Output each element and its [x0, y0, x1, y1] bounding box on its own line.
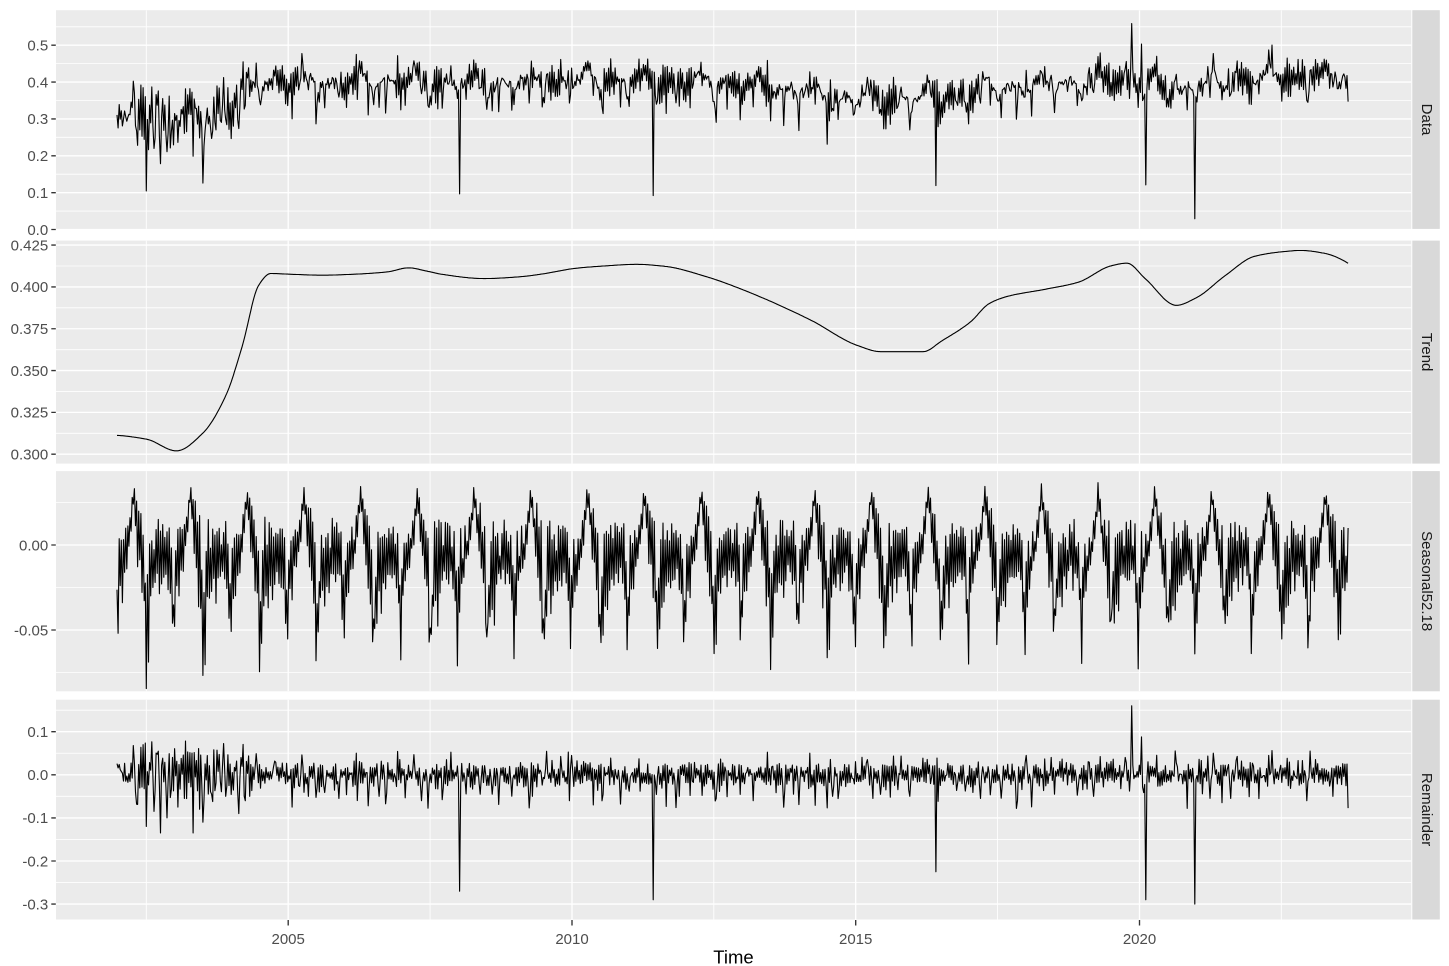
svg-text:0.350: 0.350 — [11, 363, 49, 380]
svg-text:2015: 2015 — [839, 931, 872, 948]
svg-text:Remainder: Remainder — [1418, 773, 1435, 846]
svg-text:-0.05: -0.05 — [14, 622, 48, 639]
svg-text:2020: 2020 — [1123, 931, 1156, 948]
svg-text:0.3: 0.3 — [27, 111, 48, 128]
svg-text:-0.3: -0.3 — [22, 896, 48, 913]
svg-text:0.00: 0.00 — [19, 537, 48, 554]
svg-text:0.1: 0.1 — [27, 185, 48, 202]
svg-text:0.425: 0.425 — [11, 237, 49, 254]
svg-text:Data: Data — [1418, 104, 1435, 136]
svg-text:0.1: 0.1 — [27, 724, 48, 741]
svg-text:0.0: 0.0 — [27, 222, 48, 239]
svg-text:2005: 2005 — [272, 931, 305, 948]
svg-text:2010: 2010 — [555, 931, 588, 948]
svg-text:0.4: 0.4 — [27, 74, 48, 91]
svg-text:0.375: 0.375 — [11, 321, 49, 338]
svg-text:Trend: Trend — [1418, 333, 1435, 372]
svg-text:0.300: 0.300 — [11, 447, 49, 464]
svg-text:0.400: 0.400 — [11, 279, 49, 296]
svg-text:0.325: 0.325 — [11, 405, 49, 422]
svg-text:-0.1: -0.1 — [22, 810, 48, 827]
svg-text:0.2: 0.2 — [27, 148, 48, 165]
svg-text:0.0: 0.0 — [27, 767, 48, 784]
svg-text:Time: Time — [713, 947, 753, 966]
svg-text:0.5: 0.5 — [27, 38, 48, 55]
svg-text:Seasonal52.18: Seasonal52.18 — [1418, 531, 1435, 631]
svg-text:-0.2: -0.2 — [22, 853, 48, 870]
